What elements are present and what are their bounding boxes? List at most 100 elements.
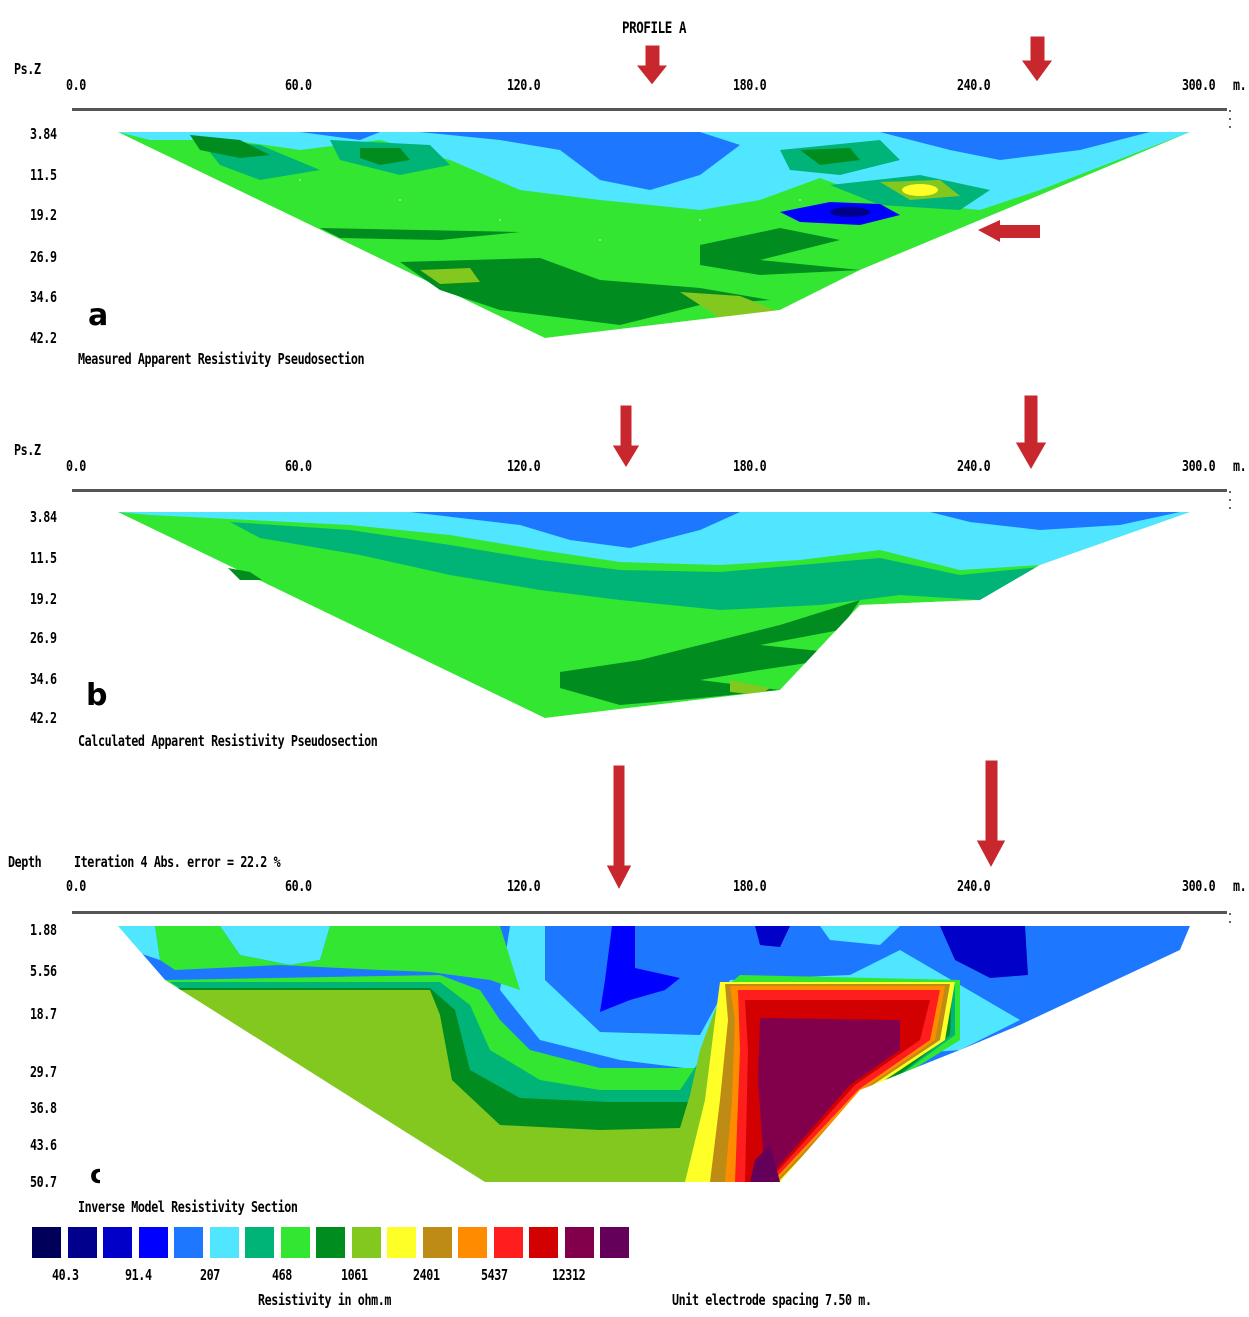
panel-c-mask — [780, 926, 1240, 1190]
panel-c-iteration: Iteration 4 Abs. error = 22.2 % — [74, 853, 281, 871]
panel-a-ytick-3: 26.9 — [30, 248, 57, 266]
legend-swatch-5 — [208, 1226, 240, 1259]
panel-b-olive-zone — [730, 680, 770, 695]
panel-b-base — [118, 512, 1190, 718]
panel-c-xtick-3: 180.0 — [733, 877, 767, 895]
legend-label-0: 40.3 — [52, 1266, 79, 1284]
panel-a-navy-anomaly — [830, 207, 870, 217]
panel-c-xtick-1: 60.0 — [285, 877, 312, 895]
legend-swatch-1 — [66, 1226, 98, 1259]
panel-a-blue-zone-2 — [880, 132, 1150, 160]
panel-a-axis-line — [72, 108, 1227, 111]
panel-b-ylabel: Ps.Z — [14, 441, 41, 459]
panel-a-xtick-5: 300.0 — [1182, 76, 1216, 94]
legend-swatch-2 — [102, 1226, 133, 1259]
legend-label-2: 207 — [200, 1266, 220, 1284]
panel-b-ytick-4: 34.6 — [30, 670, 57, 688]
legend-swatch-7 — [279, 1226, 311, 1259]
panel-a-xunit: m. — [1233, 76, 1247, 94]
panel-b-caption: Calculated Apparent Resistivity Pseudose… — [78, 732, 378, 750]
panel-a-xtick-0: 0.0 — [66, 76, 86, 94]
panel-b-ytick-3: 26.9 — [30, 629, 57, 647]
panel-b-xtick-0: 0.0 — [66, 457, 86, 475]
panel-a-darkgreen-zone-3 — [800, 148, 860, 165]
panel-c-ytick-2: 18.7 — [30, 1005, 57, 1023]
legend-title: Resistivity in ohm.m — [258, 1291, 392, 1309]
panel-c-ylabel: Depth — [8, 853, 42, 871]
panel-a-ytick-0: 3.84 — [30, 125, 57, 143]
panel-b-xtick-2: 120.0 — [507, 457, 541, 475]
panel-b-ytick-2: 19.2 — [30, 590, 57, 608]
panel-b-teal-band — [230, 522, 1040, 610]
legend-label-5: 2401 — [413, 1266, 440, 1284]
legend-label-7: 12312 — [552, 1266, 586, 1284]
panel-b-xtick-3: 180.0 — [733, 457, 767, 475]
panel-c-caption: Inverse Model Resistivity Section — [78, 1198, 298, 1216]
panel-a-olive-zone-1 — [680, 292, 780, 318]
panel-a-darkgreen-zone-4 — [320, 228, 520, 240]
legend-label-3: 468 — [272, 1266, 292, 1284]
panel-c-cyan-1 — [118, 926, 160, 960]
panel-a-xtick-4: 240.0 — [957, 76, 991, 94]
legend-swatch-4 — [173, 1226, 204, 1259]
panel-b-blue-zone-1 — [410, 512, 740, 548]
panel-a-arrow-left — [978, 220, 1040, 242]
panel-c-ytick-6: 50.7 — [30, 1173, 57, 1191]
panel-a-ytick-5: 42.2 — [30, 329, 57, 347]
panel-c-blue-deep-1 — [600, 926, 680, 1012]
panel-c-cyan-2 — [220, 926, 330, 965]
panel-c-axis-line — [72, 911, 1227, 914]
panel-c-cyan-4 — [820, 926, 900, 945]
profile-title: PROFILE A — [622, 18, 687, 37]
panel-b-darkgreen-left — [228, 568, 262, 580]
panel-c-xtick-4: 240.0 — [957, 877, 991, 895]
panel-b-axis-line — [72, 489, 1227, 492]
legend-swatch-15 — [563, 1226, 595, 1259]
panel-c-green-left — [155, 926, 520, 990]
panel-c-ytick-1: 5.56 — [30, 962, 57, 980]
legend-label-6: 5437 — [481, 1266, 508, 1284]
panel-c-mask-left — [100, 926, 485, 1190]
panel-a-caption: Measured Apparent Resistivity Pseudosect… — [78, 350, 365, 368]
panel-a-xtick-3: 180.0 — [733, 76, 767, 94]
panel-a-section — [72, 35, 1240, 345]
panel-b-xtick-5: 300.0 — [1182, 457, 1216, 475]
panel-a-letter: a — [88, 298, 109, 333]
panel-a-blue-zone-1 — [420, 132, 740, 190]
panel-a-ytick-4: 34.6 — [30, 288, 57, 306]
panel-c-ytick-4: 36.8 — [30, 1099, 57, 1117]
panel-a-xtick-1: 60.0 — [285, 76, 312, 94]
legend-label-1: 91.4 — [125, 1266, 152, 1284]
panel-b-section — [72, 394, 1240, 725]
panel-c-section — [72, 759, 1240, 1190]
panel-b-letter: b — [86, 678, 108, 713]
panel-c-ytick-3: 29.7 — [30, 1063, 57, 1081]
panel-c-blue-deep-2 — [940, 926, 1028, 978]
legend-swatch-0 — [31, 1226, 62, 1259]
panel-a-olive-zone-2 — [420, 268, 480, 284]
legend-swatch-13 — [492, 1226, 524, 1259]
panel-c-arrow-down-2 — [975, 759, 1007, 870]
panel-a-darkgreen-zone-6 — [700, 228, 860, 275]
legend-swatch-11 — [421, 1226, 453, 1259]
panel-c-ytick-0: 1.88 — [30, 921, 57, 939]
electrode-spacing: Unit electrode spacing 7.50 m. — [672, 1291, 872, 1309]
legend-label-4: 1061 — [341, 1266, 368, 1284]
panel-b-darkgreen-lower — [560, 600, 860, 705]
panel-a-xtick-2: 120.0 — [507, 76, 541, 94]
panel-b-xtick-4: 240.0 — [957, 457, 991, 475]
panel-a-yellow-anomaly — [902, 184, 938, 196]
panel-a-ytick-1: 11.5 — [30, 166, 57, 184]
legend-swatch-8 — [315, 1226, 346, 1259]
panel-c-xtick-5: 300.0 — [1182, 877, 1216, 895]
panel-a-ytick-2: 19.2 — [30, 206, 57, 224]
panel-c-arrow-down-1 — [605, 764, 633, 892]
legend-swatch-12 — [457, 1226, 488, 1259]
panel-c-xunit: m. — [1233, 877, 1247, 895]
panel-a-grid-dots — [299, 179, 801, 241]
panel-a-arrow-down-1 — [634, 44, 670, 86]
panel-b-arrow-down-1 — [611, 404, 641, 469]
panel-b-blue-zone-2 — [930, 512, 1180, 530]
legend-swatch-16 — [599, 1226, 630, 1259]
legend-swatch-14 — [528, 1226, 559, 1259]
